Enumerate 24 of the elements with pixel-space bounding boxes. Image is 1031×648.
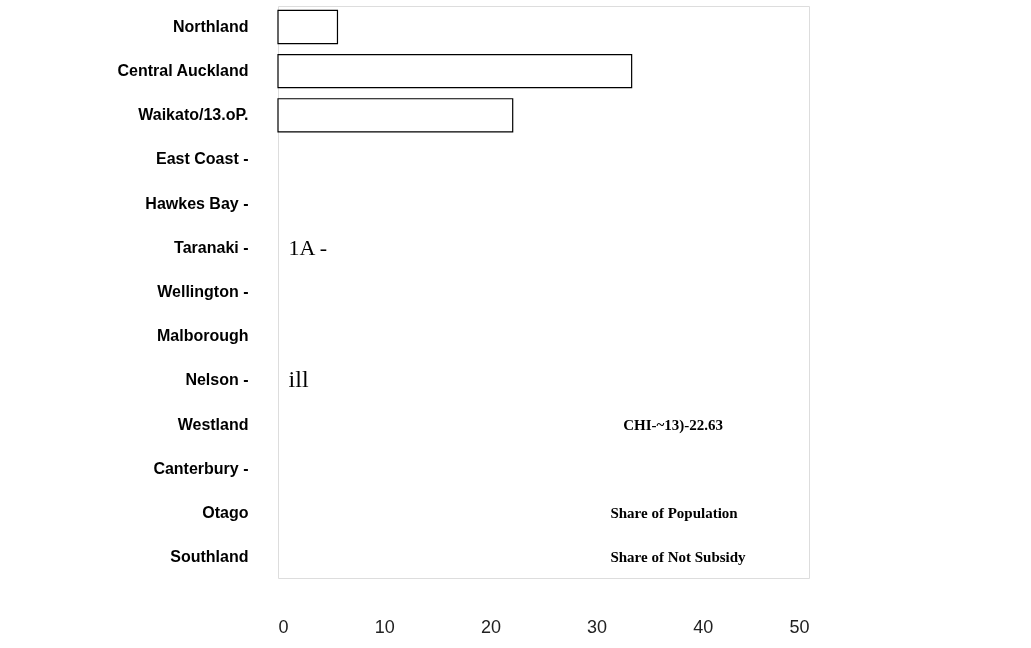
y-tick-label: Wellington -: [157, 283, 249, 300]
annotation: 1A -: [288, 234, 328, 260]
y-tick-label: Taranaki -: [174, 238, 249, 256]
y-tick-label: Waikato/13.oP.: [138, 106, 249, 124]
annotation: ill: [288, 366, 309, 393]
x-tick-label: 0: [278, 616, 289, 637]
y-tick-label: East Coast -: [156, 150, 249, 168]
x-tick-label: 10: [374, 616, 395, 637]
annotation: CHI-~13)-22.63: [623, 416, 724, 434]
y-tick-label: Canterbury -: [153, 459, 249, 477]
annotation: Share of Not Subsidy: [610, 549, 747, 566]
x-tick-label: 20: [480, 616, 501, 637]
x-tick-label: 30: [587, 616, 608, 637]
annotation: Share of Population: [610, 504, 739, 521]
y-tick-label: Malborough: [156, 327, 249, 345]
y-tick-label: Central Auckland: [117, 62, 249, 80]
y-tick-label: Southland: [170, 548, 249, 566]
x-tick-label: 50: [789, 616, 810, 637]
y-tick-label: Westland: [177, 415, 249, 433]
y-tick-label: Hawkes Bay -: [145, 194, 249, 212]
x-tick-label: 40: [693, 616, 714, 637]
y-tick-label: Nelson -: [185, 371, 249, 389]
y-tick-label: Northland: [172, 17, 249, 35]
y-tick-label: Otago: [202, 503, 249, 521]
